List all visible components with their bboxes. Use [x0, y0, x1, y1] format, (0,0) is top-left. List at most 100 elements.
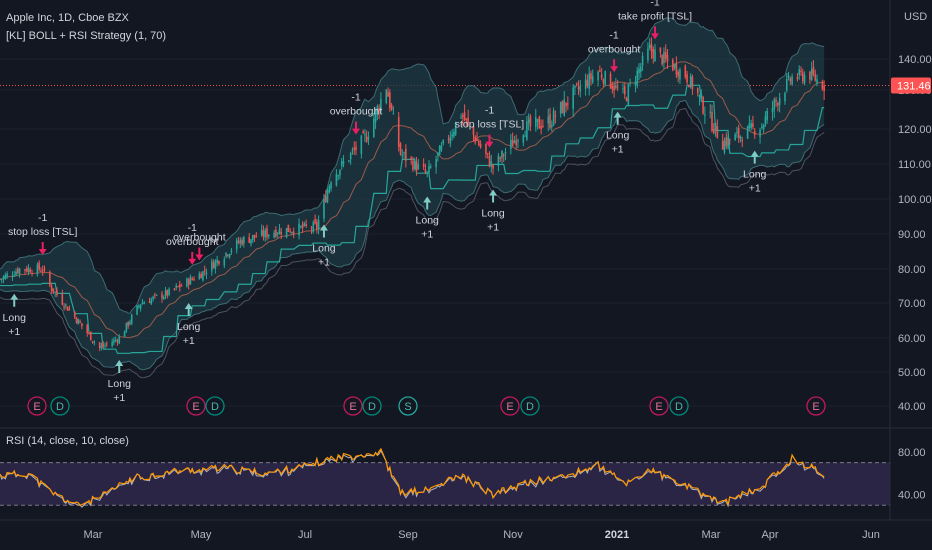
candle-body: [773, 98, 776, 110]
long-arrow-icon: [115, 360, 124, 373]
exit-signal-label: take profit [TSL]: [618, 10, 692, 22]
candle-body: [542, 125, 544, 127]
candle-body: [316, 222, 318, 229]
price-tick-label: 60.00: [898, 333, 926, 345]
time-axis[interactable]: Mar May Jul Sep Nov 2021 Mar Apr Jun: [0, 519, 932, 541]
candle-body: [479, 144, 482, 148]
candle-body: [285, 227, 288, 238]
event-marker-e-icon: [27, 396, 47, 416]
candle-body: [349, 153, 352, 160]
candle-body: [111, 342, 113, 346]
event-marker-e-icon: [500, 396, 520, 416]
candle-body: [289, 231, 291, 233]
exit-signal-label: overbought: [330, 106, 383, 118]
long-signal-qty: +1: [421, 229, 433, 241]
candle-body: [49, 271, 51, 286]
candle-body: [253, 234, 256, 238]
candle-body: [36, 264, 39, 275]
candle-body: [66, 306, 69, 311]
long-arrow-icon: [319, 224, 328, 238]
candle-body: [714, 122, 717, 131]
exit-arrow-icon: [195, 247, 204, 261]
long-signal-label: Long: [3, 312, 27, 324]
candle-body: [31, 272, 33, 274]
candle-body: [728, 139, 731, 141]
rsi-title: RSI (14, close, 10, close): [6, 435, 129, 447]
candle-body: [175, 285, 178, 288]
candle-body: [609, 73, 612, 89]
candle-body: [438, 145, 441, 156]
candle-body: [98, 342, 101, 349]
event-marker-label: E: [655, 401, 662, 413]
exit-signal-qty: -1: [38, 212, 47, 224]
candle-body: [193, 279, 195, 281]
candle-body: [638, 68, 640, 74]
candle-body: [54, 291, 56, 293]
long-arrow-icon: [10, 293, 19, 307]
candle-body: [260, 229, 263, 236]
candle-body: [787, 75, 790, 78]
candle-body: [627, 84, 630, 105]
candle-body: [534, 117, 537, 128]
price-tick-label: 90.00: [898, 229, 926, 241]
candle-body: [611, 85, 614, 90]
long-signal-qty: +1: [749, 183, 761, 195]
event-marker-label: E: [192, 401, 199, 413]
time-tick-label: Sep: [398, 529, 418, 541]
candle-body: [11, 275, 14, 277]
candle-body: [339, 169, 341, 176]
candle-body: [365, 136, 368, 142]
event-marker-label: E: [506, 401, 513, 413]
candle-body: [753, 130, 756, 136]
price-axis[interactable]: USD140.00130.00120.00110.00100.0090.0080…: [889, 0, 932, 520]
candle-body: [154, 294, 156, 296]
candle-body: [16, 269, 19, 274]
candle-body: [435, 158, 437, 168]
rsi-line: [0, 447, 825, 507]
candle-body: [591, 76, 594, 83]
candle-body: [752, 123, 754, 127]
candle-body: [659, 47, 662, 53]
candle-body: [424, 169, 427, 173]
candle-body: [791, 76, 793, 85]
candle-body: [40, 271, 42, 273]
candle-body: [597, 71, 599, 81]
candle-body: [442, 139, 445, 144]
candle-body: [186, 278, 188, 287]
candle-body: [116, 340, 119, 343]
candle-body: [513, 140, 516, 143]
candle-body: [326, 190, 329, 203]
candle-body: [554, 115, 557, 117]
candle-body: [89, 331, 92, 341]
candle-body: [465, 118, 468, 120]
candle-body: [43, 269, 46, 271]
candle-body: [684, 65, 687, 78]
candle-body: [517, 140, 519, 142]
candle-body: [476, 139, 478, 142]
candle-body: [666, 54, 669, 62]
candle-body: [748, 123, 751, 128]
candle-body: [216, 259, 218, 263]
candle-body: [312, 222, 315, 232]
candle-body: [485, 143, 487, 154]
candle-body: [488, 156, 491, 167]
exit-arrow-icon: [38, 242, 47, 255]
price-tick-label: 140.00: [898, 54, 932, 66]
candle-body: [741, 140, 744, 142]
candle-body: [689, 76, 692, 88]
candle-body: [18, 268, 21, 274]
candle-body: [374, 109, 377, 123]
candle-body: [104, 345, 106, 347]
long-signal-label: Long: [312, 243, 336, 255]
price-tick-label: 40.00: [898, 401, 926, 413]
candle-body: [686, 74, 688, 83]
candle-body: [205, 272, 208, 275]
candle-body: [410, 157, 412, 160]
candle-body: [461, 115, 464, 118]
candle-body: [387, 92, 389, 97]
event-marker-label: S: [404, 401, 411, 413]
candle-body: [323, 198, 325, 219]
event-marker-s-icon: [398, 396, 418, 416]
candle-body: [750, 123, 752, 129]
